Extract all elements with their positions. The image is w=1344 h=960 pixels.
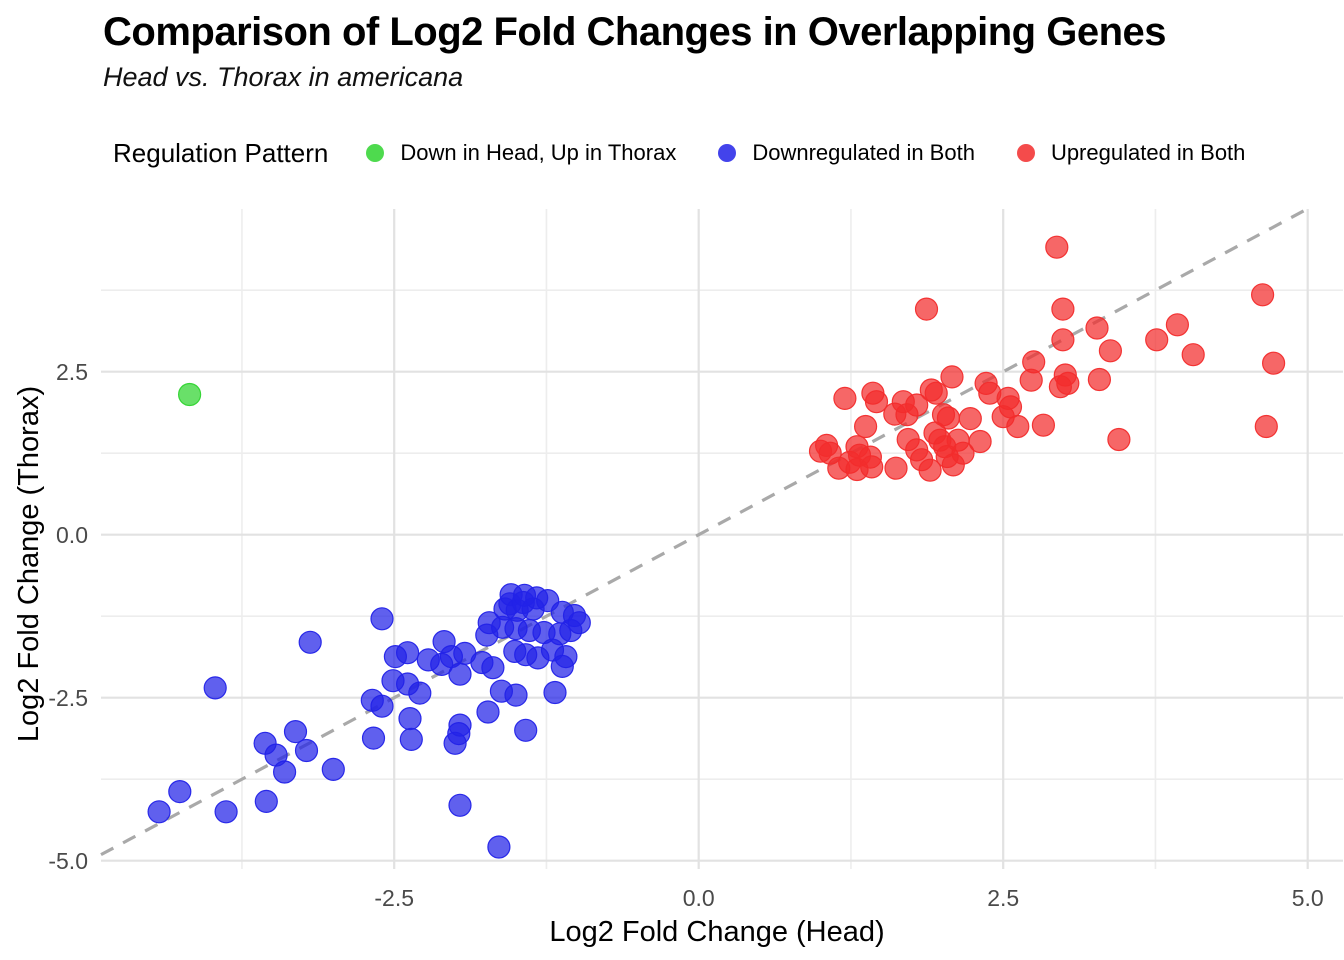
legend-label: Upregulated in Both xyxy=(1050,140,1246,165)
data-point xyxy=(254,789,278,814)
data-point xyxy=(998,395,1023,419)
x-tick-label: 0.0 xyxy=(683,885,715,911)
y-tick-label: 0.0 xyxy=(56,522,88,548)
data-point xyxy=(1145,328,1169,352)
x-tick-label: 5.0 xyxy=(1292,885,1324,911)
data-point xyxy=(1107,427,1131,452)
y-axis-title: Log2 Fold Change (Thorax) xyxy=(13,386,45,742)
data-point xyxy=(951,441,975,465)
data-point xyxy=(448,793,472,817)
data-point xyxy=(514,718,538,742)
data-point xyxy=(860,455,884,479)
data-point xyxy=(361,726,386,750)
data-point xyxy=(567,611,591,635)
red-dot-icon xyxy=(1016,144,1035,162)
data-point xyxy=(1051,297,1075,321)
data-point xyxy=(958,407,982,431)
data-point xyxy=(487,835,511,859)
legend: Regulation Pattern Down in Head, Up in T… xyxy=(113,134,1287,172)
chart-subtitle: Head vs. Thorax in americana xyxy=(103,62,464,92)
data-point xyxy=(1261,351,1286,375)
data-point xyxy=(940,365,964,389)
data-point xyxy=(1045,235,1069,259)
legend-item-down-head-up-thorax: Down in Head, Up in Thorax xyxy=(366,140,676,166)
data-point xyxy=(370,694,394,718)
data-point xyxy=(214,800,238,824)
data-point xyxy=(1031,413,1056,437)
legend-label: Down in Head, Up in Thorax xyxy=(400,140,677,165)
legend-label: Downregulated in Both xyxy=(752,140,975,165)
data-point xyxy=(298,630,322,654)
y-tick-label: 2.5 xyxy=(56,359,88,385)
data-point xyxy=(1006,414,1030,439)
data-point xyxy=(924,381,948,405)
data-point xyxy=(554,644,578,669)
data-point xyxy=(168,779,192,804)
data-point xyxy=(1022,350,1046,374)
data-point xyxy=(968,429,992,454)
legend-title: Regulation Pattern xyxy=(113,137,329,168)
data-point xyxy=(1051,328,1075,352)
data-point xyxy=(283,719,308,744)
data-point xyxy=(1087,367,1112,392)
data-point xyxy=(543,680,567,705)
data-point xyxy=(905,393,929,417)
data-point xyxy=(914,297,939,321)
data-point xyxy=(936,406,961,430)
x-tick-label: 2.5 xyxy=(987,885,1019,911)
data-point xyxy=(408,681,432,705)
data-point xyxy=(853,414,878,439)
data-point xyxy=(273,760,297,784)
data-point xyxy=(1165,313,1190,337)
data-point xyxy=(396,641,420,665)
data-point xyxy=(1056,371,1080,395)
data-point xyxy=(398,706,422,731)
data-point xyxy=(1250,283,1275,307)
legend-item-upregulated-both: Upregulated in Both xyxy=(1016,140,1246,166)
blue-dot-icon xyxy=(718,144,737,162)
data-point xyxy=(1098,339,1123,363)
green-dot-icon xyxy=(366,144,385,162)
data-point xyxy=(147,800,171,824)
data-point xyxy=(1181,343,1205,367)
data-point xyxy=(476,700,500,724)
y-tick-label: -2.5 xyxy=(48,685,88,711)
page-title: Comparison of Log2 Fold Changes in Overl… xyxy=(103,10,1167,54)
data-point xyxy=(203,676,227,700)
data-point xyxy=(370,607,394,631)
data-point xyxy=(399,727,423,752)
data-point xyxy=(833,386,857,410)
data-point xyxy=(884,456,908,480)
data-point xyxy=(918,458,942,482)
data-point xyxy=(1085,316,1109,340)
data-point xyxy=(294,738,319,763)
data-point xyxy=(178,382,202,407)
data-point xyxy=(1254,414,1278,439)
y-tick-label: -5.0 xyxy=(48,848,88,874)
data-point xyxy=(321,757,345,782)
legend-item-downregulated-both: Downregulated in Both xyxy=(718,140,975,166)
data-point xyxy=(504,683,528,707)
data-point xyxy=(448,713,472,737)
x-tick-label: -2.5 xyxy=(374,885,414,911)
data-point xyxy=(864,390,889,414)
data-point xyxy=(448,662,472,686)
data-point xyxy=(481,656,505,680)
x-axis-title: Log2 Fold Change (Head) xyxy=(549,916,884,948)
